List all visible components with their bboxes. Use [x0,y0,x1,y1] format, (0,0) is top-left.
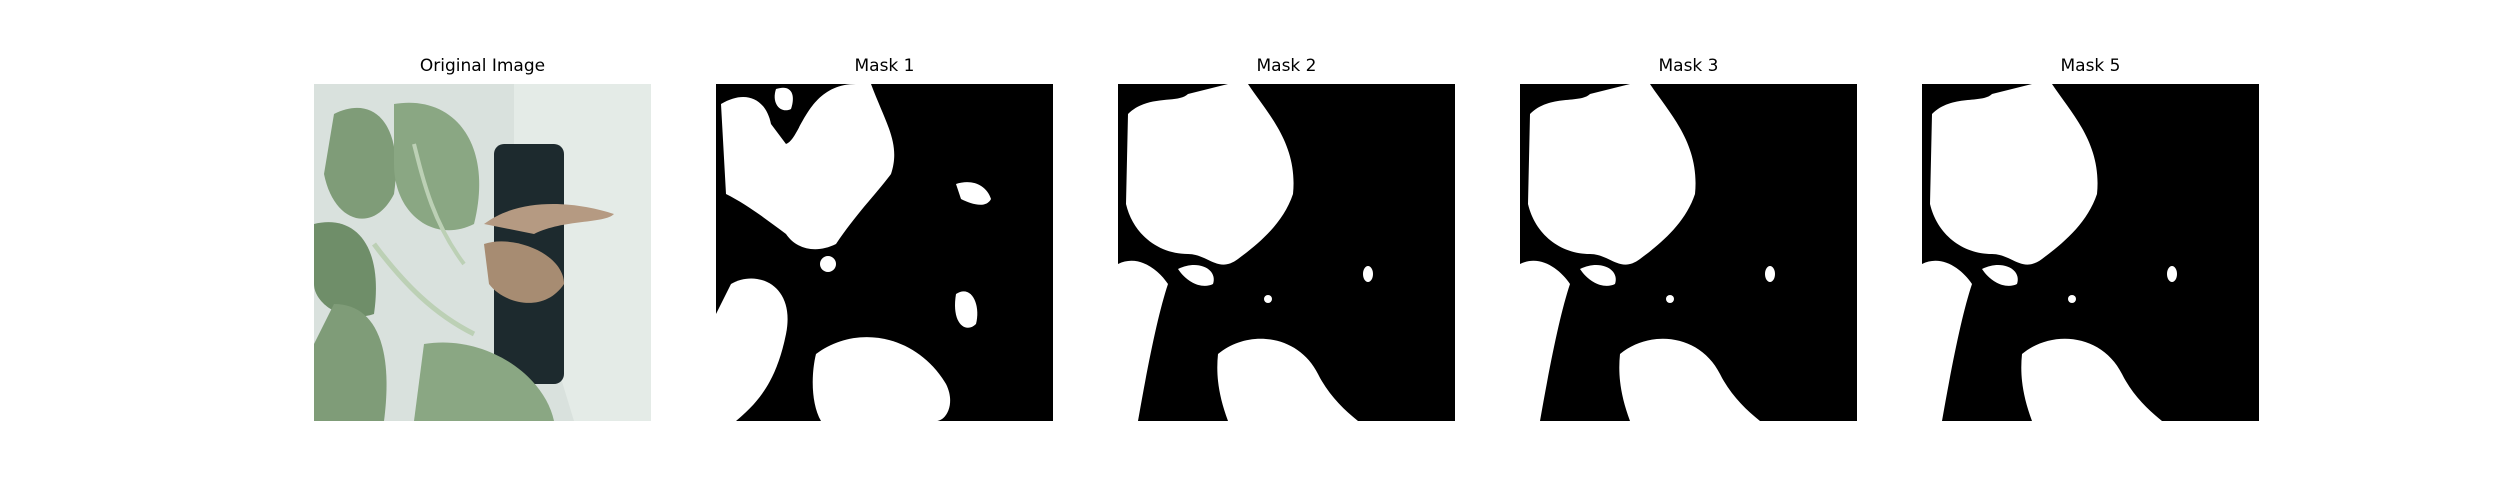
mask-1-image [716,84,1053,421]
mask-5-image [1922,84,2259,421]
leaf [324,107,396,219]
panel-title: Mask 3 [1658,56,1719,76]
leaf [414,342,554,421]
mask-image [1520,84,1857,421]
panel-title: Mask 1 [854,56,915,76]
panel-title: Original Image [419,56,546,76]
panel-title: Mask 2 [1256,56,1317,76]
panel-title: Mask 5 [2060,56,2121,76]
mask-image [1118,84,1455,421]
dead-leaf [484,204,614,234]
leaf [314,222,376,317]
plant-photo [314,84,651,421]
mask-image [716,84,1053,421]
leaf [314,304,387,421]
mask-image [1922,84,2259,421]
leaf [394,102,480,231]
dead-leaf [484,241,564,303]
original-image [314,84,651,421]
mask-3-image [1520,84,1857,421]
mask-2-image [1118,84,1455,421]
